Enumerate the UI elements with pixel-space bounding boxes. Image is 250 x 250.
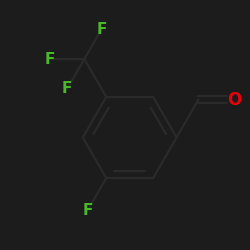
Text: F: F: [96, 22, 107, 37]
Text: F: F: [62, 81, 72, 96]
Text: F: F: [82, 203, 93, 218]
Text: F: F: [45, 52, 55, 66]
Text: O: O: [227, 90, 242, 108]
